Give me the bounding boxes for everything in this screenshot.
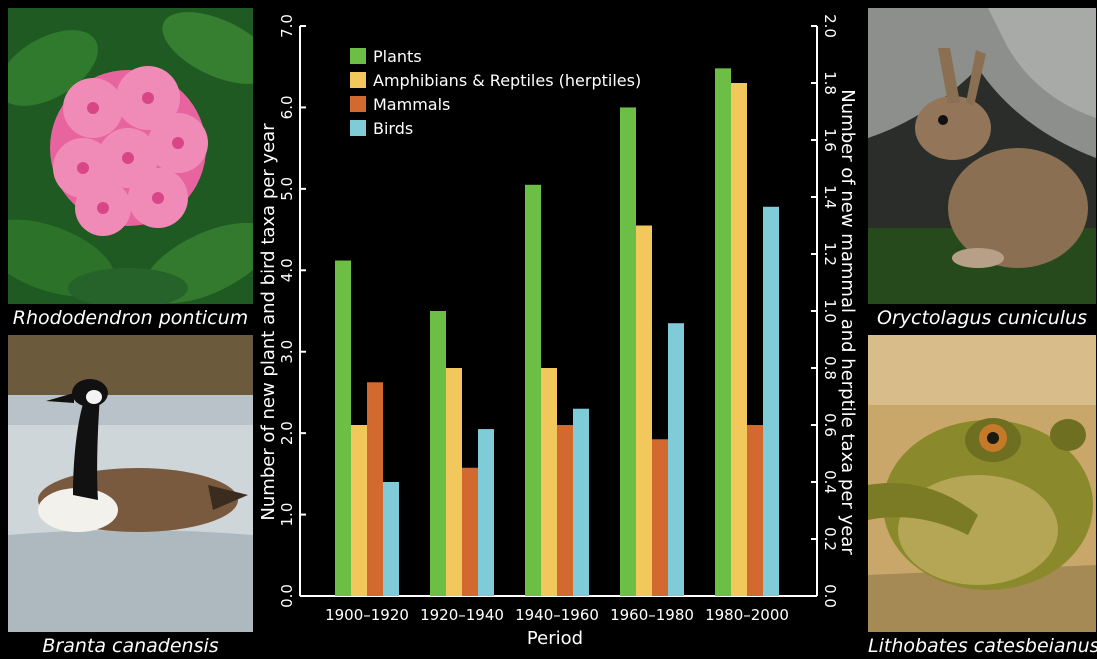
legend-swatch — [350, 72, 366, 88]
left-tick-label: 7.0 — [278, 14, 296, 38]
rabbit-caption: Oryctolagus cuniculus — [876, 307, 1087, 329]
bar-mammals — [462, 467, 478, 596]
right-tick-label: 2.0 — [821, 14, 839, 38]
bar-mammals — [747, 425, 763, 596]
left-tick-label: 6.0 — [278, 95, 296, 119]
goose-photo — [8, 335, 253, 632]
bar-plants — [525, 184, 541, 597]
bar-birds — [668, 323, 684, 596]
bar-amphibians — [351, 425, 367, 596]
right-tick-label: 0.0 — [821, 584, 839, 608]
bars — [335, 68, 779, 597]
bar-amphibians — [446, 368, 462, 596]
left-tick-label: 4.0 — [278, 258, 296, 282]
x-axis-label: Period — [527, 628, 583, 649]
left-tick-label: 2.0 — [278, 421, 296, 445]
bar-amphibians — [636, 225, 652, 596]
bullfrog-photo — [868, 335, 1096, 632]
bar-chart: 0.0 1.0 2.0 3.0 4.0 5.0 6.0 7.0 0.0 0.2 0.4 0.6 0.8… — [258, 14, 858, 649]
x-tick-label: 1940–1960 — [515, 606, 599, 624]
bar-plants — [715, 68, 731, 597]
rhododendron-photo — [8, 8, 253, 304]
left-tick-label: 0.0 — [278, 584, 296, 608]
right-tick-label: 1.8 — [821, 71, 839, 95]
right-tick-label: 1.2 — [821, 242, 839, 266]
right-tick-label: 0.2 — [821, 527, 839, 551]
bar-mammals — [557, 425, 573, 596]
bar-birds — [383, 482, 399, 596]
left-tick-label: 3.0 — [278, 340, 296, 364]
left-tick-label: 1.0 — [278, 503, 296, 527]
rabbit-photo — [868, 8, 1096, 304]
right-y-axis-label: Number of new mammal and herptile taxa p… — [837, 89, 858, 555]
bar-amphibians — [731, 83, 747, 596]
legend-label: Amphibians & Reptiles (herptiles) — [373, 71, 641, 90]
right-tick-label: 0.8 — [821, 356, 839, 380]
bar-mammals — [367, 382, 383, 596]
bar-mammals — [652, 439, 668, 596]
right-y-axis: 0.0 0.2 0.4 0.6 0.8 1.0 1.2 1.4 1.6 1.8 2.0 — [811, 14, 839, 608]
bullfrog-caption: Lithobates catesbeianus — [868, 635, 1097, 657]
bar-plants — [335, 260, 351, 596]
x-axis-ticks: 1900–1920 1920–1940 1940–1960 1960–1980 1980… — [325, 606, 789, 624]
rhododendron-caption: Rhododendron ponticum — [12, 307, 249, 329]
x-tick-label: 1960–1980 — [610, 606, 694, 624]
right-tick-label: 0.6 — [821, 413, 839, 437]
bar-birds — [763, 206, 779, 596]
legend-swatch — [350, 120, 366, 136]
bar-birds — [478, 429, 494, 596]
right-tick-label: 1.0 — [821, 299, 839, 323]
bar-birds — [573, 408, 589, 596]
legend-label: Mammals — [373, 95, 450, 114]
x-tick-label: 1900–1920 — [325, 606, 409, 624]
bar-amphibians — [541, 368, 557, 596]
goose-caption: Branta canadensis — [42, 635, 219, 657]
legend-label: Birds — [373, 119, 413, 138]
legend-label: Plants — [373, 47, 422, 66]
right-tick-label: 1.4 — [821, 185, 839, 209]
x-tick-label: 1980–2000 — [705, 606, 789, 624]
left-y-axis-label: Number of new plant and bird taxa per ye… — [258, 123, 279, 521]
legend: Plants Amphibians & Reptiles (herptiles) M… — [350, 47, 641, 138]
right-tick-label: 0.4 — [821, 470, 839, 494]
legend-swatch — [350, 96, 366, 112]
bar-plants — [430, 311, 446, 596]
bar-plants — [620, 107, 636, 596]
left-tick-label: 5.0 — [278, 177, 296, 201]
right-tick-label: 1.6 — [821, 128, 839, 152]
legend-swatch — [350, 48, 366, 64]
x-tick-label: 1920–1940 — [420, 606, 504, 624]
